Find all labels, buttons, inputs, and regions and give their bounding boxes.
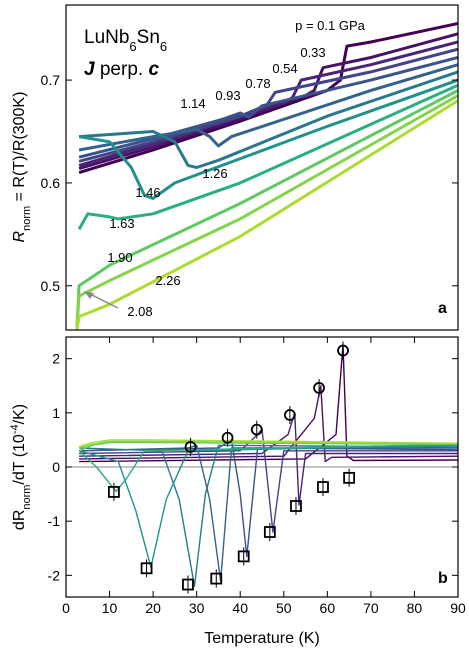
y-tick-label: 0.6 (41, 175, 61, 191)
label-part: = R(T)/R(300K) (11, 92, 28, 206)
subtitle: J perp. c (84, 59, 159, 80)
marker (290, 500, 302, 512)
title-part: 6 (129, 39, 136, 54)
curve-label: 1.46 (135, 185, 160, 200)
marker (263, 526, 276, 538)
y-tick-label: -1 (48, 513, 61, 529)
y-tick-label: 1 (52, 405, 60, 421)
curve (78, 22, 458, 175)
curve (78, 70, 458, 169)
overlay: 0.5 0.6 0.7 p = 0.1 GPa 0.330.540.78 0.93 1.14… (41, 18, 466, 616)
curve (79, 385, 458, 463)
y-tick-label: -2 (48, 567, 61, 583)
x-tick-label: 90 (450, 600, 466, 616)
subtitle-part: c (148, 59, 159, 80)
x-tick-label: 10 (102, 600, 118, 616)
curve (78, 443, 458, 493)
marker (250, 423, 263, 436)
curve-label: 0.33 (300, 45, 325, 60)
marker (182, 578, 194, 591)
panel-label: a (438, 300, 447, 317)
curve-label: 1.63 (109, 216, 134, 231)
y-tick-label: 0.7 (41, 72, 61, 88)
curve-label: 2.26 (155, 273, 180, 288)
curve-label: 0.54 (272, 61, 297, 76)
panel-label: b (438, 570, 448, 587)
curve-label: p = 0.1 GPa (295, 18, 366, 33)
marker (140, 562, 153, 575)
curve (79, 444, 458, 582)
curve (78, 78, 458, 200)
x-tick-label: 50 (276, 600, 292, 616)
subtitle-part: perp. (95, 59, 149, 80)
curve (75, 94, 458, 328)
y-axis-label: Rnorm = R(T)/R(300K) (11, 92, 33, 243)
curve (78, 439, 458, 448)
x-tick-label: 80 (407, 600, 423, 616)
subtitle-part: J (84, 59, 95, 80)
curve (78, 440, 458, 449)
label-part: norm (21, 206, 33, 231)
marker (221, 431, 234, 444)
x-tick-label: 0 (62, 600, 70, 616)
material-title: LuNb6Sn6 (84, 27, 167, 54)
marker (317, 481, 329, 493)
x-tick-label: 70 (363, 600, 379, 616)
label-part: dR (11, 510, 28, 530)
marker (237, 550, 250, 563)
x-tick-label: 30 (189, 600, 205, 616)
marker (210, 572, 223, 585)
curve-label: 0.78 (245, 76, 270, 91)
x-tick-label: 20 (145, 600, 161, 616)
title-part: LuNb (84, 27, 129, 48)
curve-label: 1.90 (107, 250, 132, 265)
marker (313, 382, 325, 394)
plot-area-b (66, 341, 458, 594)
label-part: norm (21, 485, 33, 510)
marker (343, 471, 356, 484)
y-tick-label: 0.5 (41, 278, 61, 294)
y-tick-label: 0 (52, 459, 60, 475)
y-axis-label: dRnorm/dT (10-4/K) (9, 404, 33, 530)
label-part: /dT (10 (11, 434, 28, 485)
marker (337, 344, 349, 357)
curve-label: 1.26 (202, 166, 227, 181)
curve (77, 83, 458, 230)
x-tick-label: 60 (320, 600, 336, 616)
label-part: R (11, 230, 28, 242)
curve-label: 2.08 (127, 304, 152, 319)
title-part: Sn (137, 27, 160, 48)
curve (79, 444, 458, 587)
label-part: -4 (9, 424, 21, 434)
marker (283, 409, 296, 421)
arrow (84, 291, 119, 309)
marker (108, 486, 120, 498)
x-tick-label: 40 (232, 600, 248, 616)
frame-a (65, 4, 459, 331)
title-part: 6 (160, 39, 167, 54)
marker (184, 441, 197, 453)
curve (78, 441, 458, 452)
frame-b (65, 336, 459, 598)
x-axis-label: Temperature (K) (204, 630, 320, 647)
curve-label: 1.14 (180, 96, 205, 111)
curve-label: 0.93 (215, 88, 240, 103)
y-tick-label: 2 (52, 351, 60, 367)
label-part: /K) (11, 404, 28, 424)
plot-area-a (75, 22, 458, 330)
